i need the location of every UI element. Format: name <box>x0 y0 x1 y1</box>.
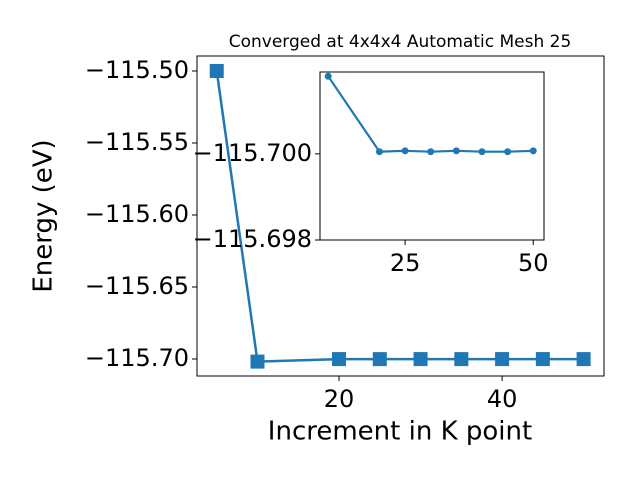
y-axis-label: Energy (eV) <box>29 139 59 292</box>
x-tick-label: 40 <box>487 385 518 413</box>
data-point <box>495 352 510 367</box>
data-point <box>427 148 435 156</box>
data-point <box>529 147 537 155</box>
data-point <box>535 352 550 367</box>
x-tick-label: 20 <box>324 385 355 413</box>
chart-title: Converged at 4x4x4 Automatic Mesh 25 <box>229 32 572 52</box>
data-point <box>576 352 591 367</box>
x-axis-label: Increment in K point <box>268 417 532 447</box>
y-tick-label: −115.700 <box>193 139 312 167</box>
data-point <box>413 352 428 367</box>
data-point <box>250 354 265 369</box>
data-point <box>372 352 387 367</box>
data-point <box>452 147 460 155</box>
data-line <box>327 75 534 153</box>
data-point <box>454 352 469 367</box>
y-tick-label: −115.50 <box>85 56 189 84</box>
data-point <box>324 72 332 80</box>
data-point <box>478 148 486 156</box>
y-tick-label: −115.60 <box>85 200 189 228</box>
data-point <box>209 63 224 78</box>
data-point <box>332 352 347 367</box>
data-point <box>504 148 512 156</box>
y-tick-label: −115.65 <box>85 272 189 300</box>
axes-frame <box>319 71 545 241</box>
x-tick-label: 50 <box>518 249 549 277</box>
y-tick-label: −115.55 <box>85 128 189 156</box>
data-point <box>375 148 383 156</box>
data-point <box>401 147 409 155</box>
y-tick-label: −115.698 <box>193 225 312 253</box>
y-tick-label: −115.70 <box>85 344 189 372</box>
x-tick-label: 25 <box>390 249 421 277</box>
